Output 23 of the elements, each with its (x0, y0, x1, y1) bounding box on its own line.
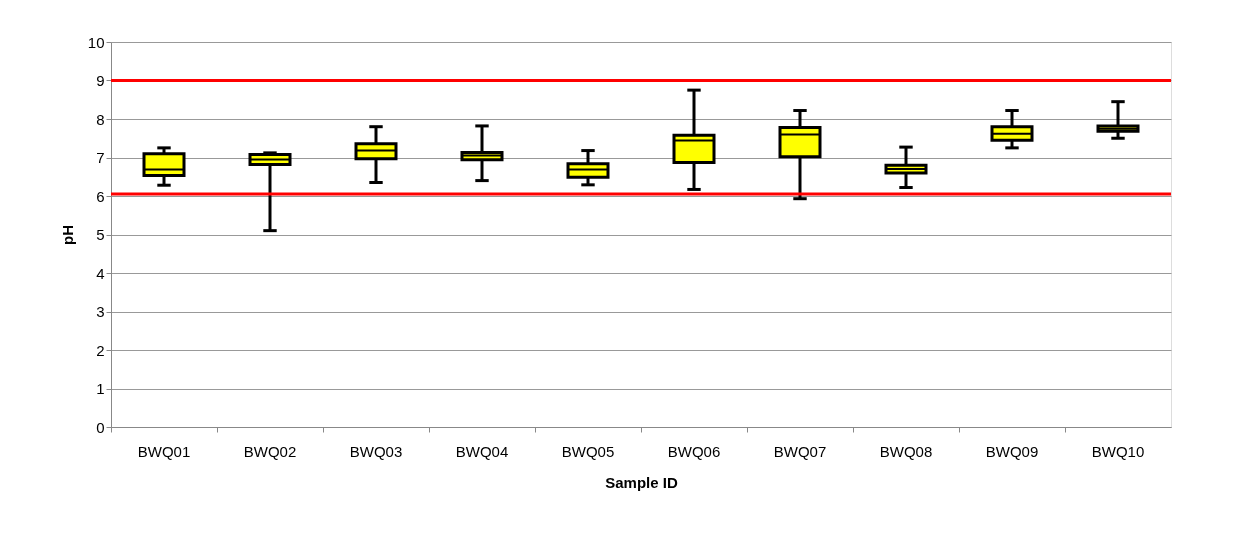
y-tick-label: 1 (96, 380, 105, 397)
y-tick-label: 4 (96, 264, 105, 282)
x-tick-label: BWQ04 (455, 442, 509, 460)
x-tick-label: BWQ06 (667, 442, 721, 460)
y-tick-label: 10 (87, 33, 105, 51)
x-axis-title: Sample ID (605, 473, 678, 491)
y-tick-label: 6 (96, 187, 105, 205)
x-tick-label: BWQ01 (137, 442, 191, 460)
x-tick-label: BWQ02 (243, 442, 297, 460)
y-tick-label: 7 (96, 149, 105, 166)
x-tick-label: BWQ05 (561, 442, 615, 460)
x-tick-label: BWQ08 (879, 442, 933, 460)
y-tick-label: 9 (96, 72, 105, 89)
x-tick-label: BWQ10 (1091, 442, 1145, 460)
y-tick-label: 8 (96, 110, 105, 128)
y-tick-label: 5 (96, 226, 105, 243)
x-tick-label: BWQ03 (349, 442, 403, 460)
y-tick-label: 2 (96, 341, 105, 359)
y-tick-label: 3 (96, 303, 105, 320)
x-tick-label: BWQ09 (985, 442, 1039, 460)
y-tick-label: 0 (96, 418, 105, 436)
y-axis-title: pH (58, 225, 76, 245)
x-tick-label: BWQ07 (773, 442, 827, 460)
